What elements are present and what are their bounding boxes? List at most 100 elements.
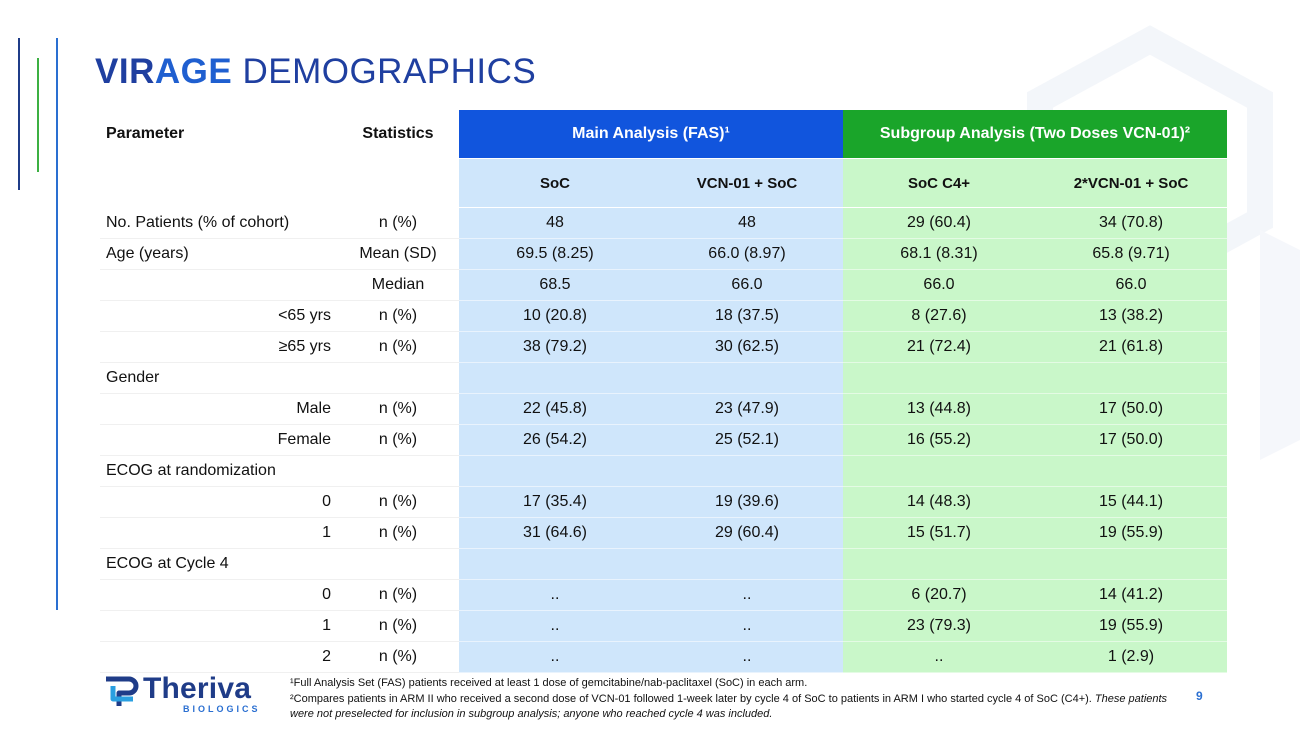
table-row: Gender [100, 362, 1228, 394]
cell-2vcn01-soc: 15 (44.1) [1035, 486, 1228, 518]
cell-soc-c4plus [843, 548, 1035, 580]
table-row: ≥65 yrs n (%) 38 (79.2) 30 (62.5) 21 (72.4) 2… [100, 331, 1228, 363]
header-subgroup-analysis: Subgroup Analysis (Two Doses VCN-01)² [843, 110, 1228, 159]
header-parameter: Parameter [100, 110, 337, 159]
cell-soc: 31 (64.6) [459, 517, 651, 549]
cell-vcn01-soc [651, 362, 843, 394]
cell-statistic: n (%) [337, 331, 459, 363]
cell-parameter: No. Patients (% of cohort) [100, 207, 337, 239]
cell-soc-c4plus: 16 (55.2) [843, 424, 1035, 456]
cell-vcn01-soc: 66.0 (8.97) [651, 238, 843, 270]
demographics-table: Parameter Statistics Main Analysis (FAS)… [100, 110, 1228, 673]
cell-parameter: Male [100, 393, 337, 425]
cell-2vcn01-soc: 65.8 (9.71) [1035, 238, 1228, 270]
cell-statistic [337, 455, 459, 487]
cell-statistic: Mean (SD) [337, 238, 459, 270]
cell-soc-c4plus: 8 (27.6) [843, 300, 1035, 332]
cell-soc-c4plus: 68.1 (8.31) [843, 238, 1035, 270]
cell-statistic [337, 548, 459, 580]
cell-soc [459, 455, 651, 487]
page-title: VIRAGE DEMOGRAPHICS [95, 52, 537, 91]
cell-soc-c4plus: 23 (79.3) [843, 610, 1035, 642]
cell-2vcn01-soc: 34 (70.8) [1035, 207, 1228, 239]
cell-2vcn01-soc: 1 (2.9) [1035, 641, 1228, 673]
cell-soc-c4plus: 6 (20.7) [843, 579, 1035, 611]
column-header-2vcn01-soc: 2*VCN-01 + SoC [1035, 158, 1228, 208]
cell-2vcn01-soc: 13 (38.2) [1035, 300, 1228, 332]
cell-statistic: Median [337, 269, 459, 301]
table-row: ECOG at randomization [100, 455, 1228, 487]
table-row: <65 yrs n (%) 10 (20.8) 18 (37.5) 8 (27.6) 13… [100, 300, 1228, 332]
cell-parameter: 0 [100, 486, 337, 518]
column-header-soc: SoC [459, 158, 651, 208]
decorative-line-2 [37, 58, 39, 172]
footnote-2: ²Compares patients in ARM II who receive… [290, 692, 1170, 723]
table-row: Male n (%) 22 (45.8) 23 (47.9) 13 (44.8) 17 (… [100, 393, 1228, 425]
footnote-2-italic: These patients were not preselected for … [290, 692, 1168, 721]
cell-soc: 22 (45.8) [459, 393, 651, 425]
decorative-line-1 [18, 38, 20, 190]
cell-parameter: ECOG at randomization [100, 455, 337, 487]
cell-soc: 38 (79.2) [459, 331, 651, 363]
footnotes: ¹Full Analysis Set (FAS) patients receiv… [290, 676, 1170, 723]
cell-statistic: n (%) [337, 517, 459, 549]
theriva-logo: Theriva BIOLOGICS [103, 672, 263, 714]
table-row: Median 68.5 66.0 66.0 66.0 [100, 269, 1228, 301]
cell-vcn01-soc: 18 (37.5) [651, 300, 843, 332]
logo-name: Theriva [143, 672, 252, 705]
cell-soc: 48 [459, 207, 651, 239]
cell-soc: .. [459, 610, 651, 642]
cell-parameter: Female [100, 424, 337, 456]
cell-parameter: ECOG at Cycle 4 [100, 548, 337, 580]
cell-statistic: n (%) [337, 300, 459, 332]
cell-statistic: n (%) [337, 641, 459, 673]
cell-vcn01-soc: 29 (60.4) [651, 517, 843, 549]
cell-soc: 17 (35.4) [459, 486, 651, 518]
cell-2vcn01-soc [1035, 455, 1228, 487]
cell-2vcn01-soc: 17 (50.0) [1035, 424, 1228, 456]
cell-soc [459, 362, 651, 394]
cell-parameter: <65 yrs [100, 300, 337, 332]
cell-2vcn01-soc: 14 (41.2) [1035, 579, 1228, 611]
cell-soc-c4plus: 13 (44.8) [843, 393, 1035, 425]
cell-vcn01-soc: 23 (47.9) [651, 393, 843, 425]
cell-statistic: n (%) [337, 424, 459, 456]
cell-vcn01-soc [651, 548, 843, 580]
cell-soc-c4plus: 21 (72.4) [843, 331, 1035, 363]
cell-soc: 68.5 [459, 269, 651, 301]
cell-2vcn01-soc [1035, 548, 1228, 580]
cell-parameter: ≥65 yrs [100, 331, 337, 363]
cell-parameter: 1 [100, 610, 337, 642]
footnote-2-text: ²Compares patients in ARM II who receive… [290, 692, 1095, 705]
cell-parameter: Age (years) [100, 238, 337, 270]
cell-vcn01-soc: 19 (39.6) [651, 486, 843, 518]
header-main-analysis: Main Analysis (FAS)¹ [459, 110, 843, 159]
cell-vcn01-soc: 48 [651, 207, 843, 239]
cell-parameter: Gender [100, 362, 337, 394]
column-header-soc-c4plus: SoC C4+ [843, 158, 1035, 208]
cell-soc-c4plus [843, 455, 1035, 487]
cell-soc: 10 (20.8) [459, 300, 651, 332]
footnote-1: ¹Full Analysis Set (FAS) patients receiv… [290, 677, 808, 689]
decorative-line-3 [56, 38, 58, 610]
cell-soc: .. [459, 641, 651, 673]
cell-2vcn01-soc: 19 (55.9) [1035, 517, 1228, 549]
cell-statistic: n (%) [337, 486, 459, 518]
column-header-vcn01-soc: VCN-01 + SoC [651, 158, 843, 208]
cell-parameter: 0 [100, 579, 337, 611]
cell-soc-c4plus [843, 362, 1035, 394]
cell-soc [459, 548, 651, 580]
cell-statistic [337, 362, 459, 394]
cell-soc-c4plus: 15 (51.7) [843, 517, 1035, 549]
cell-vcn01-soc: 66.0 [651, 269, 843, 301]
cell-vcn01-soc: .. [651, 641, 843, 673]
cell-vcn01-soc: 25 (52.1) [651, 424, 843, 456]
cell-vcn01-soc: .. [651, 579, 843, 611]
cell-parameter: 1 [100, 517, 337, 549]
table-row: ECOG at Cycle 4 [100, 548, 1228, 580]
cell-2vcn01-soc: 19 (55.9) [1035, 610, 1228, 642]
